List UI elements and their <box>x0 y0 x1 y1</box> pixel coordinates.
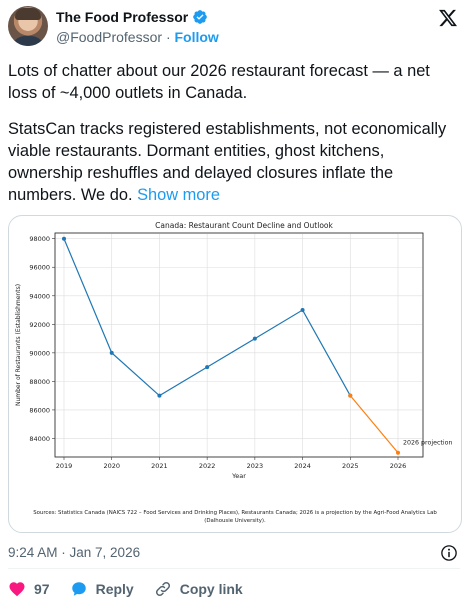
data-point <box>300 308 305 313</box>
x-tick-label: 2025 <box>342 462 359 470</box>
x-axis-label: Year <box>231 472 246 480</box>
author-handle-line: @FoodProfessor · Follow <box>56 29 219 45</box>
chart-image[interactable]: Canada: Restaurant Count Decline and Out… <box>8 215 462 533</box>
x-tick-label: 2019 <box>56 462 73 470</box>
author-handle[interactable]: @FoodProfessor <box>56 29 163 45</box>
x-tick-label: 2021 <box>151 462 168 470</box>
divider <box>8 568 460 569</box>
y-tick-label: 84000 <box>29 435 50 443</box>
tweet-text: Lots of chatter about our 2026 restauran… <box>8 60 460 206</box>
follow-button[interactable]: Follow <box>174 29 219 45</box>
x-tick-label: 2026 <box>390 462 407 470</box>
verified-badge-icon <box>193 10 208 24</box>
action-bar: 97 Reply Copy link <box>8 578 243 600</box>
y-tick-label: 88000 <box>29 378 50 386</box>
y-tick-label: 96000 <box>29 264 50 272</box>
tweet-paragraph-1: Lots of chatter about our 2026 restauran… <box>8 62 430 102</box>
y-tick-label: 98000 <box>29 235 50 243</box>
x-tick-label: 2020 <box>103 462 120 470</box>
tweet-paragraph-2: StatsCan tracks registered establishment… <box>8 118 460 206</box>
data-point <box>396 450 400 455</box>
y-tick-label: 90000 <box>29 349 50 357</box>
data-point <box>348 393 353 398</box>
timestamp[interactable]: 9:24 AM · Jan 7, 2026 <box>8 545 141 560</box>
copy-link-label: Copy link <box>179 581 243 597</box>
data-point <box>252 336 257 341</box>
x-tick-label: 2024 <box>294 462 311 470</box>
reply-button[interactable]: Reply <box>70 580 134 598</box>
source-note-line-1: Sources: Statistics Canada (NAICS 722 – … <box>33 510 437 516</box>
series-line-2 <box>349 395 399 454</box>
tweet-paragraph-2-text: StatsCan tracks registered establishment… <box>8 120 447 204</box>
y-tick-label: 86000 <box>29 406 50 414</box>
separator: · <box>165 29 171 45</box>
link-icon <box>155 581 170 597</box>
show-more-link[interactable]: Show more <box>137 186 220 204</box>
plot-frame <box>54 232 424 458</box>
like-count: 97 <box>34 581 50 597</box>
x-tick-label: 2023 <box>247 462 264 470</box>
author-name-line: The Food Professor <box>56 9 208 25</box>
data-point <box>62 236 66 241</box>
y-tick-label: 94000 <box>29 292 50 300</box>
source-note-line-2: (Dalhousie University). <box>204 518 266 524</box>
projection-annotation: 2026 projection <box>403 440 452 447</box>
heart-icon <box>9 582 25 597</box>
plot-border <box>54 232 424 458</box>
chart-title: Canada: Restaurant Count Decline and Out… <box>155 221 333 230</box>
data-point <box>205 365 210 370</box>
info-icon[interactable] <box>440 544 458 562</box>
reply-icon <box>71 582 86 596</box>
copy-link-button[interactable]: Copy link <box>154 580 243 598</box>
avatar[interactable] <box>8 6 48 46</box>
x-tick-label: 2022 <box>199 462 216 470</box>
line-chart: Canada: Restaurant Count Decline and Out… <box>15 221 452 524</box>
tweet-header: The Food Professor @FoodProfessor · Foll… <box>8 6 460 50</box>
data-point <box>157 393 162 398</box>
y-axis-label: Number of Restaurants (Establishments) <box>15 284 22 406</box>
x-logo-icon[interactable] <box>438 8 458 28</box>
data-point <box>109 350 114 355</box>
like-button[interactable]: 97 <box>8 580 50 598</box>
reply-label: Reply <box>95 581 134 597</box>
author-name[interactable]: The Food Professor <box>56 9 189 25</box>
y-tick-label: 92000 <box>29 321 50 329</box>
